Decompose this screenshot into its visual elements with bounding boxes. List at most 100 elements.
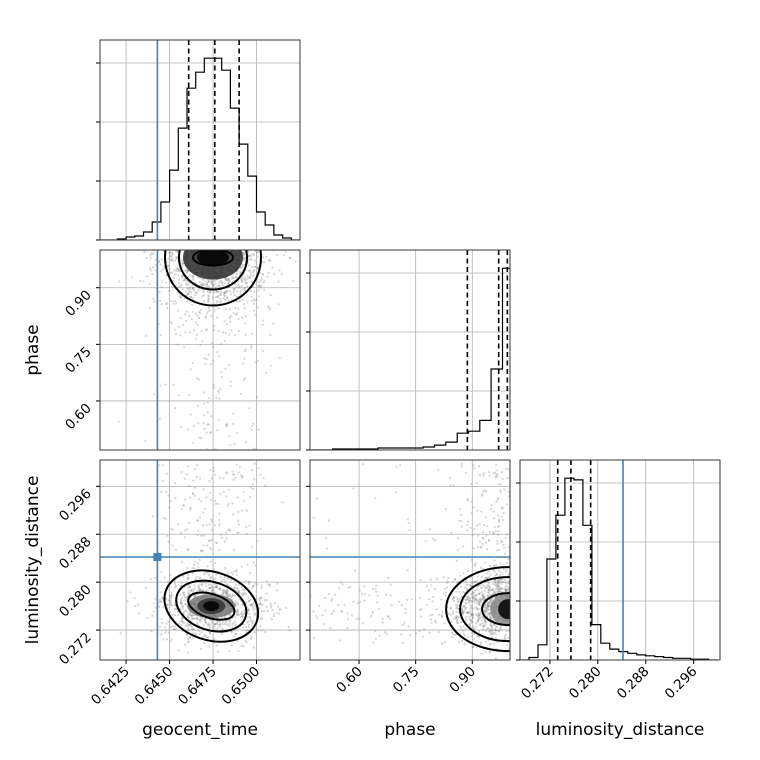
sample-point <box>228 307 231 310</box>
sample-point <box>226 577 229 581</box>
sample-point <box>235 613 238 616</box>
sample-point <box>464 471 467 474</box>
sample-point <box>484 650 487 654</box>
sample-point <box>246 274 249 278</box>
sample-point <box>181 262 184 265</box>
axes-frame-1-0 <box>99 249 301 451</box>
sample-point <box>166 603 169 606</box>
sample-point <box>196 519 199 522</box>
sample-point <box>425 603 428 606</box>
sample-point <box>201 288 204 291</box>
sample-point <box>489 600 492 603</box>
sample-point <box>170 637 173 640</box>
sample-point <box>227 363 230 367</box>
contour-level-2 <box>187 591 236 621</box>
sample-point <box>217 389 220 392</box>
contour-level-0 <box>163 569 260 643</box>
sample-point <box>189 589 192 593</box>
sample-point <box>228 435 231 438</box>
sample-point <box>190 614 193 617</box>
sample-point <box>205 312 208 315</box>
sample-point <box>248 572 251 575</box>
sample-point <box>507 636 510 640</box>
sample-point <box>177 325 181 328</box>
sample-point <box>228 620 231 623</box>
sample-point <box>450 607 453 610</box>
sample-point <box>187 593 190 596</box>
sample-point <box>478 617 481 620</box>
sample-point <box>168 267 171 270</box>
sample-point <box>255 298 258 301</box>
sample-point <box>180 598 183 602</box>
sample-point <box>215 291 218 294</box>
sample-point <box>201 511 205 514</box>
sample-point <box>492 531 495 534</box>
sample-point <box>202 534 205 537</box>
sample-point <box>252 253 255 257</box>
sample-point <box>419 608 422 612</box>
sample-point <box>303 260 305 262</box>
sample-point <box>489 573 492 576</box>
sample-point <box>247 596 250 599</box>
sample-point <box>184 331 187 334</box>
sample-point <box>385 632 388 635</box>
sample-point <box>253 478 256 481</box>
sample-point <box>371 612 374 615</box>
sample-point <box>346 627 349 630</box>
sample-point <box>278 357 281 360</box>
sample-point <box>463 607 467 611</box>
sample-point <box>222 591 225 594</box>
sample-point <box>462 590 465 594</box>
sample-point <box>507 573 510 576</box>
sample-point <box>487 612 491 615</box>
sample-point <box>247 608 250 612</box>
sample-point <box>430 621 433 624</box>
sample-point <box>241 509 244 512</box>
sample-point <box>490 629 493 633</box>
sample-point <box>442 592 445 595</box>
sample-point <box>187 292 190 295</box>
sample-point <box>188 628 191 632</box>
sample-point <box>195 617 198 620</box>
sample-point <box>169 251 172 254</box>
sample-point <box>503 635 507 638</box>
sample-point <box>206 290 209 293</box>
sample-point <box>167 631 170 634</box>
sample-point <box>200 583 203 587</box>
sample-point <box>224 471 228 474</box>
sample-point <box>259 527 262 530</box>
sample-point <box>200 283 203 286</box>
sample-point <box>196 621 199 625</box>
sample-point <box>210 590 213 593</box>
sample-point <box>452 598 455 601</box>
sample-point <box>198 436 201 439</box>
sample-point <box>378 634 381 637</box>
sample-point <box>281 501 284 504</box>
sample-point <box>493 559 496 562</box>
sample-point <box>492 517 496 520</box>
sample-point <box>271 266 274 269</box>
sample-point <box>207 297 210 300</box>
sample-point <box>444 594 447 597</box>
sample-point <box>502 581 505 584</box>
sample-point <box>237 591 240 595</box>
sample-point <box>271 608 274 612</box>
sample-point <box>181 560 184 564</box>
sample-point <box>174 582 177 586</box>
sample-point <box>495 563 498 566</box>
sample-point <box>175 267 178 270</box>
sample-point <box>204 316 207 319</box>
sample-point <box>204 363 207 366</box>
sample-point <box>232 622 235 625</box>
sample-point <box>203 391 206 394</box>
sample-point <box>186 615 189 618</box>
sample-point <box>191 636 194 640</box>
sample-point <box>469 584 472 587</box>
grid-1-0 <box>100 250 300 450</box>
sample-point <box>258 285 261 288</box>
sample-point <box>477 603 480 606</box>
sample-point <box>445 508 448 511</box>
sample-point <box>236 608 239 611</box>
sample-point <box>162 265 165 268</box>
sample-point <box>226 594 229 597</box>
